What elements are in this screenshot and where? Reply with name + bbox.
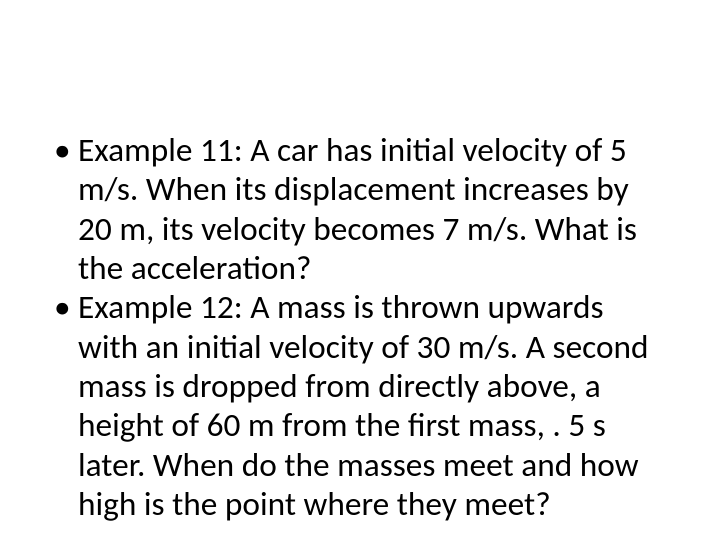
bullet-text: Example 11: A car has initial velocity o… xyxy=(78,130,670,287)
bullet-text: Example 12: A mass is thrown upwards wit… xyxy=(78,287,670,523)
list-item: Example 11: A car has initial velocity o… xyxy=(50,130,670,287)
slide: Example 11: A car has initial velocity o… xyxy=(0,0,720,540)
bullet-list: Example 11: A car has initial velocity o… xyxy=(50,130,670,523)
list-item: Example 12: A mass is thrown upwards wit… xyxy=(50,287,670,523)
